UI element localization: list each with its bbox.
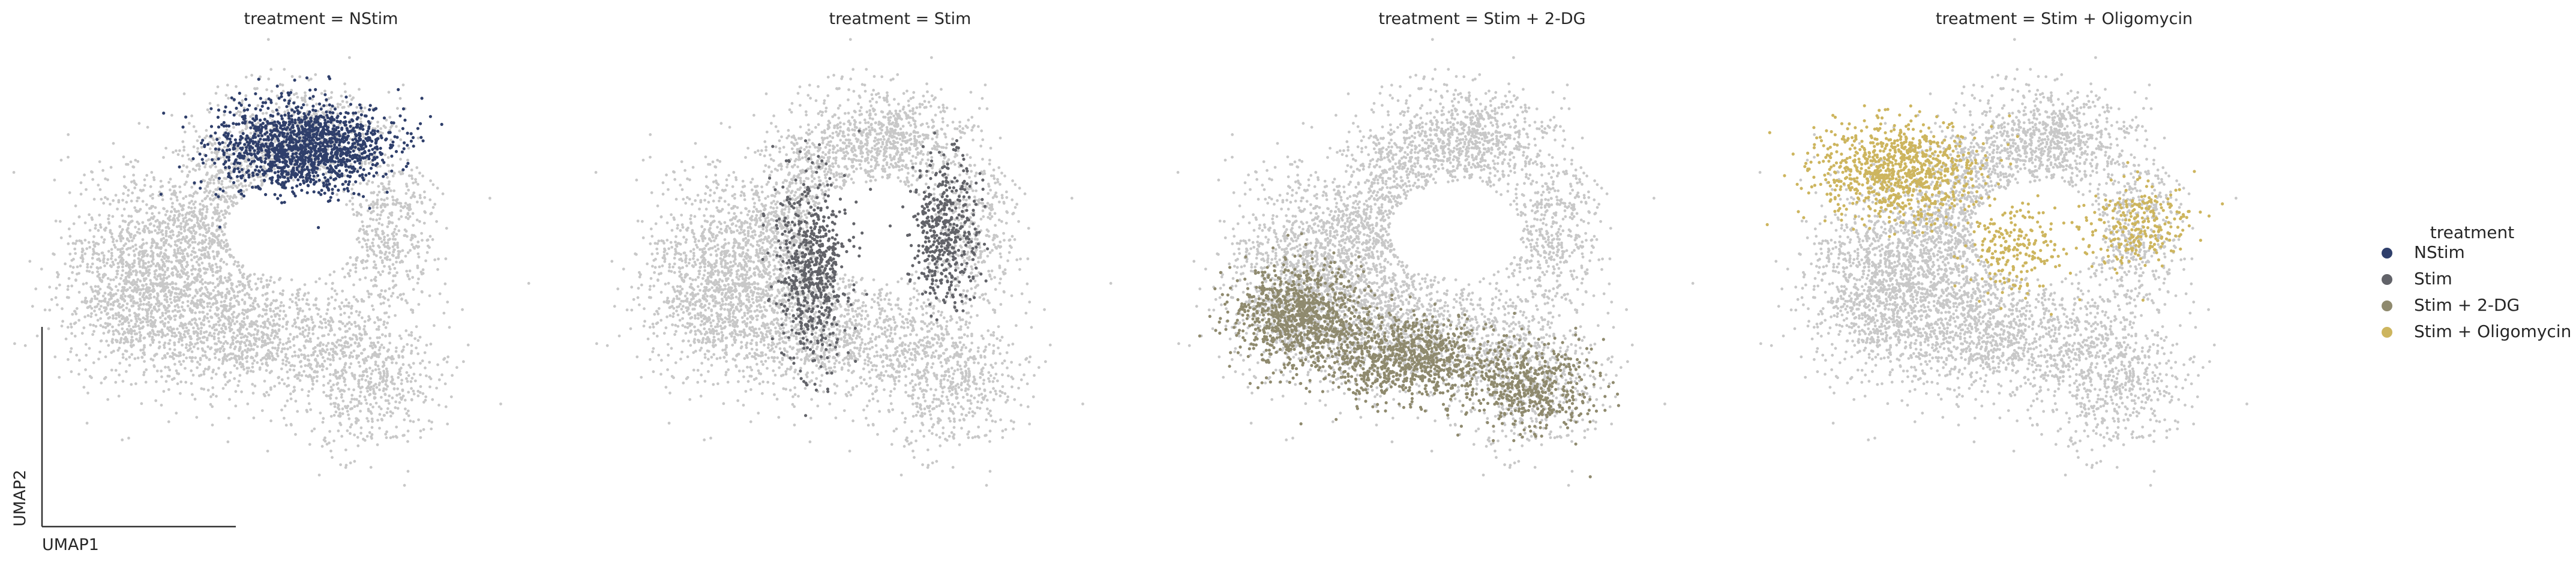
x-axis-label: UMAP1 bbox=[42, 536, 99, 554]
legend-label: Stim + 2-DG bbox=[2414, 295, 2520, 315]
legend: treatment NStim Stim Stim + 2-DG Stim + Oli… bbox=[2382, 223, 2571, 341]
umap-panels: treatment = NStim treatment = Stim treatme… bbox=[0, 10, 2248, 487]
legend-label: Stim + Oligomycin bbox=[2414, 321, 2571, 341]
legend-title: treatment bbox=[2430, 223, 2514, 242]
panel-title: treatment = NStim bbox=[244, 10, 398, 28]
legend-marker bbox=[2382, 300, 2392, 311]
panel-title: treatment = Stim bbox=[829, 10, 971, 28]
legend-label: NStim bbox=[2414, 242, 2465, 262]
umap-panel-3 bbox=[1109, 38, 1666, 486]
panel-title: treatment = Stim + 2-DG bbox=[1378, 10, 1585, 28]
umap-panel-4 bbox=[1692, 38, 2248, 486]
background-points bbox=[1692, 38, 2248, 486]
y-axis-label: UMAP2 bbox=[11, 470, 29, 527]
umap-panel-1 bbox=[0, 38, 502, 486]
panel-title: treatment = Stim + Oligomycin bbox=[1936, 10, 2193, 28]
legend-marker bbox=[2382, 274, 2392, 285]
umap-panel-2 bbox=[527, 38, 1084, 486]
legend-label: Stim bbox=[2414, 269, 2452, 288]
legend-marker bbox=[2382, 327, 2392, 338]
legend-marker bbox=[2382, 248, 2392, 259]
background-points bbox=[0, 38, 502, 486]
background-points bbox=[1109, 38, 1666, 486]
